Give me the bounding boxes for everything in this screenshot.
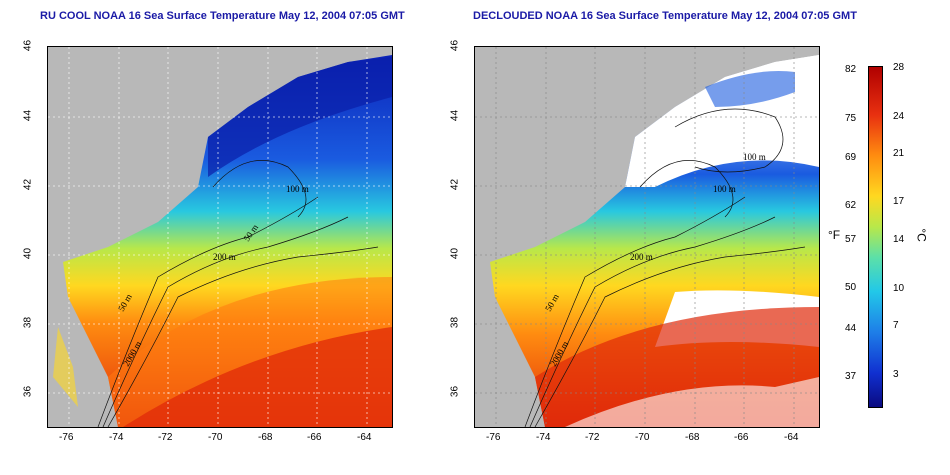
inshore-warm — [53, 327, 78, 407]
lat-tick: 36 — [22, 385, 34, 398]
fahrenheit-tick: 44 — [845, 323, 857, 334]
fahrenheit-tick: 50 — [845, 282, 857, 293]
lon-tick: -70 — [208, 432, 223, 443]
celsius-tick: 10 — [893, 283, 905, 294]
contour-label: 100 m — [713, 184, 736, 194]
celsius-tick: 24 — [893, 111, 905, 122]
fahrenheit-tick: 82 — [845, 64, 857, 75]
lat-tick: 44 — [22, 109, 34, 122]
lon-tick: -68 — [685, 432, 700, 443]
sst-raster-declouded: 100 m 100 m 200 m 50 m 2000 m — [475, 47, 819, 427]
contour-label: 200 m — [630, 252, 653, 262]
graticule — [48, 47, 392, 427]
contour-label: 200 m — [213, 252, 236, 262]
temperature-colorbar — [868, 66, 883, 408]
graticule — [475, 47, 819, 427]
map-title-raw: RU COOL NOAA 16 Sea Surface Temperature … — [40, 10, 405, 22]
fahrenheit-tick: 37 — [845, 371, 857, 382]
gulf-stream — [123, 327, 392, 427]
lat-tick: 44 — [449, 109, 461, 122]
celsius-unit-label: °C — [914, 228, 929, 242]
lon-tick: -74 — [109, 432, 124, 443]
fahrenheit-tick: 69 — [845, 152, 857, 163]
lon-tick: -70 — [635, 432, 650, 443]
cold-patch — [705, 71, 795, 107]
fahrenheit-tick: 62 — [845, 200, 857, 211]
bathymetry-contours — [97, 160, 379, 427]
contour-label: 100 m — [286, 184, 309, 194]
lat-tick: 36 — [449, 385, 461, 398]
lon-tick: -66 — [734, 432, 749, 443]
bathymetry-contours — [524, 108, 806, 427]
lat-tick: 46 — [22, 39, 34, 52]
lat-tick: 40 — [449, 247, 461, 260]
lon-tick: -64 — [357, 432, 372, 443]
lon-tick: -76 — [59, 432, 74, 443]
lat-tick: 46 — [449, 39, 461, 52]
fahrenheit-tick: 57 — [845, 234, 857, 245]
lon-tick: -76 — [486, 432, 501, 443]
map-title-declouded: DECLOUDED NOAA 16 Sea Surface Temperatur… — [473, 10, 857, 22]
cloud-mask — [565, 377, 819, 427]
celsius-tick: 7 — [893, 320, 899, 331]
fahrenheit-tick: 75 — [845, 113, 857, 124]
sst-raster-raw: 100 m 50 m 200 m 50 m 2000 m — [48, 47, 392, 427]
celsius-tick: 21 — [893, 148, 905, 159]
celsius-tick: 3 — [893, 369, 899, 380]
celsius-tick: 17 — [893, 196, 905, 207]
lat-tick: 42 — [22, 178, 34, 191]
lat-tick: 38 — [22, 316, 34, 329]
celsius-tick: 14 — [893, 234, 905, 245]
lat-tick: 42 — [449, 178, 461, 191]
lon-tick: -74 — [536, 432, 551, 443]
lat-tick: 38 — [449, 316, 461, 329]
fahrenheit-unit-label: °F — [828, 228, 841, 242]
lon-tick: -66 — [307, 432, 322, 443]
lon-tick: -68 — [258, 432, 273, 443]
lat-tick: 40 — [22, 247, 34, 260]
lon-tick: -72 — [585, 432, 600, 443]
sst-map-declouded: 100 m 100 m 200 m 50 m 2000 m — [474, 46, 820, 428]
celsius-tick: 28 — [893, 62, 905, 73]
contour-label: 100 m — [743, 152, 766, 162]
lon-tick: -72 — [158, 432, 173, 443]
sst-map-raw: 100 m 50 m 200 m 50 m 2000 m — [47, 46, 393, 428]
lon-tick: -64 — [784, 432, 799, 443]
